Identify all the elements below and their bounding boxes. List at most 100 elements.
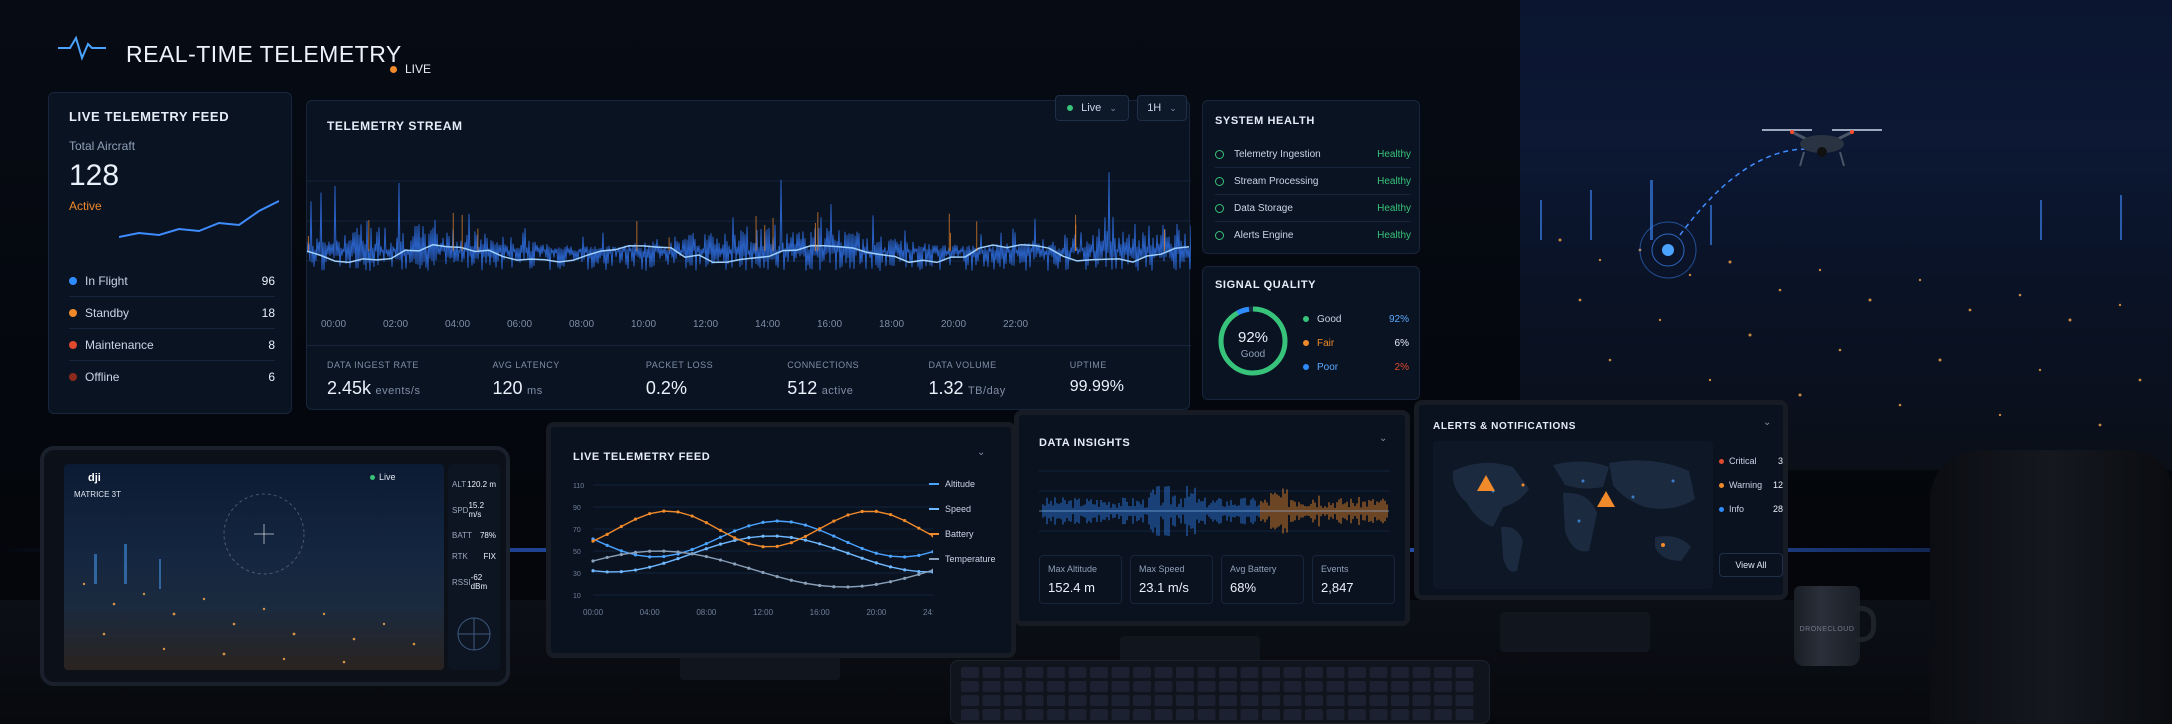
insight-value: 68% xyxy=(1230,580,1257,595)
keyboard-key xyxy=(1133,695,1151,706)
alert-label: Warning xyxy=(1729,480,1763,490)
warning-triangle-icon[interactable] xyxy=(1477,475,1495,491)
signal-label: Poor xyxy=(1317,361,1339,373)
keyboard-key xyxy=(1133,667,1151,678)
keyboard-key xyxy=(1262,667,1280,678)
keyboard-key xyxy=(982,695,1001,706)
keyboard-key xyxy=(982,709,1001,720)
monitor-2: DATA INSIGHTS ⌄ Max Altitude 152.4 m Max … xyxy=(1014,410,1410,626)
maintenance-dot xyxy=(69,340,77,349)
health-row-alerts: Alerts Engine Healthy xyxy=(1215,222,1411,249)
chevron-down-icon: ⌄ xyxy=(1109,102,1117,113)
health-row-ingestion: Telemetry Ingestion Healthy xyxy=(1215,141,1411,168)
offline-dot xyxy=(69,373,77,381)
m1-legend-item[interactable]: Battery xyxy=(929,521,1015,546)
m1-y-tick: 70 xyxy=(573,527,581,534)
tablet-stat-batt: BATT 78% xyxy=(448,519,500,540)
keyboard-key xyxy=(1004,681,1022,692)
signal-row-good: Good 92% xyxy=(1303,307,1409,331)
m1-legend-item[interactable]: Temperature xyxy=(929,546,1015,571)
telemetry-stream-panel: TELEMETRY STREAM Live ⌄ 1H ⌄ 00:00 02:00 04:… xyxy=(306,95,1191,411)
stream-x-tick: 10:00 xyxy=(631,319,657,330)
legend-swatch xyxy=(929,482,939,485)
signal-value: 2% xyxy=(1394,361,1409,373)
aircraft-sparkline xyxy=(119,200,279,238)
alert-row-info[interactable]: Info 28 xyxy=(1719,497,1783,521)
tablet-stat-rtk: RTK FIX xyxy=(448,540,500,561)
in-flight-value: 96 xyxy=(261,273,275,288)
warning-triangle-icon[interactable] xyxy=(1597,491,1615,507)
keyboard-key xyxy=(1455,667,1474,678)
keyboard-key xyxy=(1197,681,1216,692)
keyboard-key xyxy=(1025,667,1044,678)
signal-label: Good xyxy=(1317,313,1342,325)
keyboard-key xyxy=(1348,667,1366,678)
stream-x-tick: 20:00 xyxy=(941,319,967,330)
keyboard-key xyxy=(961,667,979,678)
alert-row-critical[interactable]: Critical 3 xyxy=(1719,449,1783,473)
m1-legend-item[interactable]: Altitude xyxy=(929,471,1015,496)
m1-y-tick: 90 xyxy=(573,505,581,512)
keyboard-key xyxy=(1305,709,1323,720)
metric-label: AVG LATENCY xyxy=(492,360,560,370)
keyboard-key xyxy=(1154,709,1173,720)
live-dot xyxy=(390,65,397,73)
live-toggle-dot xyxy=(1067,105,1074,111)
keyboard-key xyxy=(1133,709,1151,720)
stat-label: RSSI xyxy=(452,577,471,587)
signal-label: Fair xyxy=(1317,337,1335,349)
stat-value: 120.2 m xyxy=(467,480,496,489)
view-all-button[interactable]: View All xyxy=(1719,553,1783,577)
keyboard-key xyxy=(982,667,1001,678)
keyboard-key xyxy=(1219,667,1237,678)
keyboard-key xyxy=(1047,709,1065,720)
tablet-camera-view: dji MATRICE 3T Live xyxy=(64,464,444,670)
legend-swatch xyxy=(929,532,939,535)
keyboard-key xyxy=(1455,695,1474,706)
alert-row-warning[interactable]: Warning 12 xyxy=(1719,473,1783,497)
keyboard-key xyxy=(1133,681,1151,692)
check-circle-icon xyxy=(1215,149,1224,159)
live-toggle-button[interactable]: Live ⌄ xyxy=(1055,95,1129,121)
keyboard xyxy=(950,660,1490,724)
m1-x-tick: 08:00 xyxy=(696,608,717,617)
active-label: Active xyxy=(69,199,102,213)
pulse-icon xyxy=(58,34,106,62)
stream-title: TELEMETRY STREAM xyxy=(327,119,463,133)
m1-legend-item[interactable]: Speed xyxy=(929,496,1015,521)
standby-value: 18 xyxy=(261,305,275,320)
keyboard-key xyxy=(1283,709,1302,720)
keyboard-key xyxy=(1326,709,1345,720)
poor-dot xyxy=(1303,364,1309,370)
range-select[interactable]: 1H ⌄ xyxy=(1137,95,1187,121)
metric-value: 99.99% xyxy=(1069,378,1124,395)
signal-pct-label: Good xyxy=(1240,349,1266,360)
keyboard-key xyxy=(1412,667,1431,678)
chevron-down-icon[interactable]: ⌄ xyxy=(1379,433,1388,444)
keyboard-key xyxy=(1434,667,1452,678)
keyboard-key xyxy=(1391,667,1409,678)
keyboard-key xyxy=(1068,667,1087,678)
keyboard-key xyxy=(1348,681,1366,692)
insight-avg-battery: Avg Battery 68% xyxy=(1221,555,1304,604)
keyboard-key xyxy=(1305,681,1323,692)
tablet-device: dji MATRICE 3T Live ALT 120.2 m SPD 15.2 m… xyxy=(40,446,510,686)
metric-uptime: UPTIME 99.99% xyxy=(1050,346,1191,411)
stream-x-tick: 04:00 xyxy=(445,319,471,330)
keyboard-key xyxy=(1025,709,1044,720)
keyboard-key xyxy=(982,681,1001,692)
monitor2-insights-chart xyxy=(1039,470,1389,537)
chevron-down-icon[interactable]: ⌄ xyxy=(1763,417,1772,428)
keyboard-key xyxy=(1004,667,1022,678)
coffee-mug: DRONECLOUD xyxy=(1794,586,1860,666)
keyboard-key xyxy=(1369,667,1388,678)
keyboard-key xyxy=(1369,681,1388,692)
health-label: Data Storage xyxy=(1234,202,1293,214)
metric-value: 512 xyxy=(787,378,818,398)
chevron-down-icon[interactable]: ⌄ xyxy=(977,447,986,458)
keyboard-key xyxy=(1305,667,1323,678)
total-aircraft-label: Total Aircraft xyxy=(69,139,136,153)
health-label: Stream Processing xyxy=(1234,175,1319,187)
tablet-live-label: Live xyxy=(379,472,396,482)
good-dot xyxy=(1303,316,1309,322)
